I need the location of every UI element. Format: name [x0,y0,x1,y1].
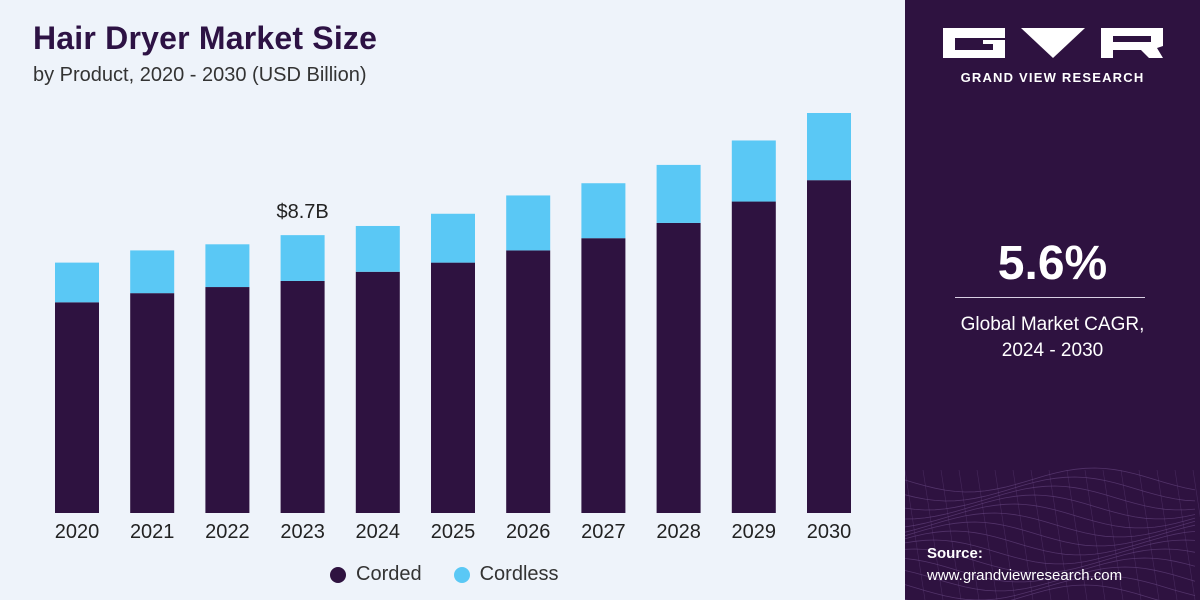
legend-swatch-corded [330,566,346,583]
mesh-line [905,584,1160,600]
mesh-line [994,469,1016,600]
bar-cordless-2021 [130,250,175,294]
bar-corded-2023 [280,280,325,513]
chart-subtitle: by Product, 2020 - 2030 (USD Billion) [33,64,367,86]
bar-cordless-2027 [581,183,626,239]
cagr-caption-line1: Global Market CAGR, [960,314,1145,335]
brand-name: GRAND VIEW RESEARCH [960,70,1145,85]
x-tick-label-2026: 2026 [506,521,551,543]
mesh-line [1102,469,1124,600]
bar-chart: 2020 2021 2022 2023 2024 2025 2026 2027 2028 2029… [55,113,852,543]
cagr-value: 5.6% [997,237,1108,290]
bar-corded-2022 [205,287,250,513]
bar-cordless-2026 [506,195,551,251]
x-tick-label-2027: 2027 [581,521,626,543]
mesh-line [1120,469,1142,600]
divider [955,297,1145,298]
mesh-line [905,503,1196,529]
bar-corded-2030 [807,180,851,513]
bar-corded-2024 [355,271,400,513]
mesh-line [940,469,962,600]
mesh-line [905,575,1196,600]
legend-item-cordless: Cordless [453,563,559,586]
legend-label-cordless: Cordless [479,563,559,585]
mesh-line [905,557,1196,583]
mesh-line [905,494,1196,520]
bar-cordless-2022 [205,244,250,288]
gvr-logo-icon [943,28,1163,58]
bar-cordless-2020 [55,262,99,303]
legend-swatch-cordless [453,566,470,583]
x-tick-label-2028: 2028 [656,521,701,543]
mesh-line [905,539,1196,565]
bar-corded-2029 [731,201,776,513]
x-tick-label-2030: 2030 [807,521,852,543]
bar-corded-2027 [581,238,626,513]
mesh-line [905,512,1196,538]
bar-corded-2021 [130,293,175,513]
mesh-line [1174,469,1196,600]
bar-cordless-2028 [656,164,701,223]
bar-corded-2028 [656,222,701,514]
chart-title: Hair Dryer Market Size [33,20,378,56]
x-tick-label-2025: 2025 [431,521,476,543]
mesh-line [1048,469,1070,600]
mesh-line [1156,469,1178,600]
mesh-line [1138,469,1160,600]
mesh-line [958,469,980,600]
x-tick-label-2021: 2021 [130,521,175,543]
chart-area: Hair Dryer Market Size by Product, 2020 … [33,20,852,586]
mesh-line [1066,469,1088,600]
x-tick-label-2020: 2020 [55,521,100,543]
mesh-line [1084,469,1106,600]
cagr-caption: Global Market CAGR, 2024 - 2030 [905,312,1200,364]
mesh-line [976,469,998,600]
mesh-line [905,521,1196,547]
bar-cordless-2030 [807,113,851,181]
x-tick-label-2022: 2022 [205,521,250,543]
bar-cordless-2029 [731,140,776,202]
bar-corded-2020 [55,302,99,513]
mesh-line [905,548,1196,574]
mesh-line [905,476,1196,502]
wave-mesh-decoration [905,467,1200,600]
source-link[interactable]: www.grandviewresearch.com [927,567,1123,584]
x-tick-label-2029: 2029 [732,521,777,543]
legend: Corded Cordless [330,563,591,586]
side-panel: GRAND VIEW RESEARCH 5.6% Global Market C… [905,0,1200,600]
bar-cordless-2025 [431,213,475,263]
mesh-line [905,467,1196,493]
mesh-line [905,530,1196,556]
bar-cordless-2023 [280,235,325,281]
mesh-line [905,566,1196,592]
mesh-line [922,469,944,600]
mesh-line [905,485,1196,511]
cagr-caption-line2: 2024 - 2030 [1001,340,1104,361]
bar-corded-2026 [506,250,551,513]
mesh-line [1012,469,1034,600]
mesh-line [1030,469,1052,600]
legend-label-corded: Corded [356,563,422,585]
bar-corded-2025 [431,262,475,513]
legend-item-corded: Corded [330,563,422,586]
source-label: Source: [927,545,983,562]
mesh-line [1192,469,1200,518]
x-tick-label-2023: 2023 [280,521,325,543]
mesh-line [905,469,926,600]
x-tick-label-2024: 2024 [356,521,401,543]
bar-cordless-2024 [355,225,400,272]
data-label-2023: $8.7B [276,201,328,223]
